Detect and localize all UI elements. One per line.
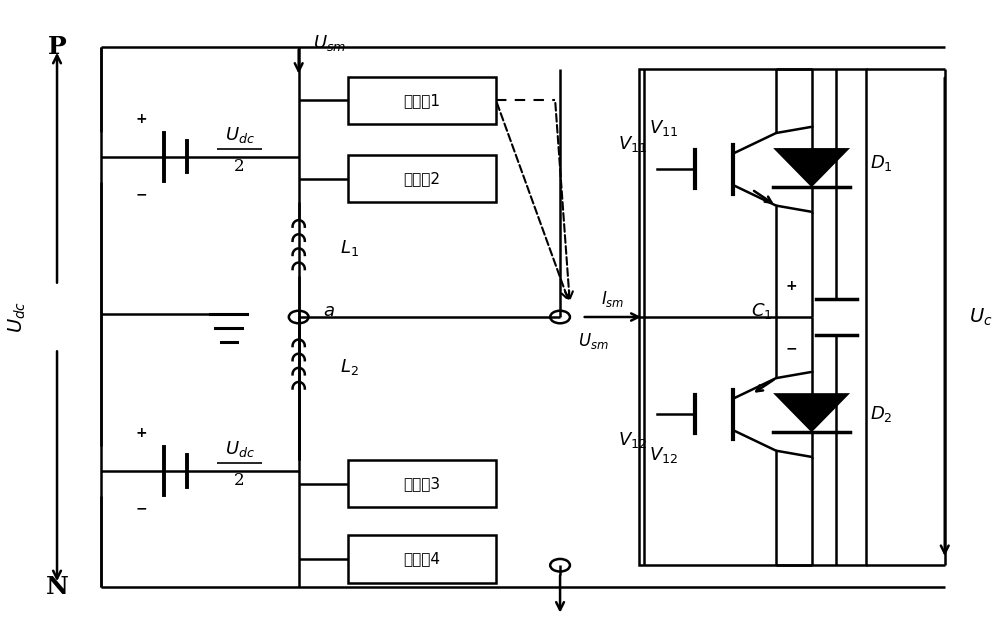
Text: −: − xyxy=(785,342,797,356)
Text: −: − xyxy=(135,501,147,515)
Text: $D_2$: $D_2$ xyxy=(870,404,892,424)
Text: $V_{11}$: $V_{11}$ xyxy=(618,134,647,154)
Text: $U_{dc}$: $U_{dc}$ xyxy=(225,125,254,145)
Text: $L_2$: $L_2$ xyxy=(340,358,359,377)
Bar xyxy=(348,155,496,202)
Text: $U_{dc}$: $U_{dc}$ xyxy=(7,301,28,333)
Bar xyxy=(639,68,866,566)
Text: $C_1$: $C_1$ xyxy=(751,301,772,321)
Text: $V_{11}$: $V_{11}$ xyxy=(649,119,678,138)
Text: $U_c$: $U_c$ xyxy=(969,306,993,328)
Text: 子模块3: 子模块3 xyxy=(403,476,441,491)
Text: $I_{sm}$: $I_{sm}$ xyxy=(601,289,625,309)
Text: 子模块4: 子模块4 xyxy=(403,552,440,566)
Text: $U_{sm}$: $U_{sm}$ xyxy=(313,33,347,53)
Text: $V_{12}$: $V_{12}$ xyxy=(649,445,678,465)
Text: N: N xyxy=(46,575,68,599)
Text: +: + xyxy=(135,112,147,126)
Text: 2: 2 xyxy=(234,158,245,175)
Bar xyxy=(348,460,496,507)
Bar xyxy=(348,77,496,124)
Text: $U_{sm}$: $U_{sm}$ xyxy=(578,331,609,351)
Text: $U_{dc}$: $U_{dc}$ xyxy=(225,439,254,459)
Polygon shape xyxy=(773,148,850,187)
Text: −: − xyxy=(135,188,147,202)
Text: 子模块1: 子模块1 xyxy=(403,93,440,108)
Text: 2: 2 xyxy=(234,472,245,489)
Text: $L_1$: $L_1$ xyxy=(340,238,359,258)
Text: $V_{12}$: $V_{12}$ xyxy=(618,430,647,450)
Text: $a$: $a$ xyxy=(323,302,335,320)
Text: P: P xyxy=(48,35,66,59)
Polygon shape xyxy=(773,393,850,432)
Text: 子模块2: 子模块2 xyxy=(403,171,440,186)
Text: $D_1$: $D_1$ xyxy=(870,153,893,173)
Text: +: + xyxy=(785,278,797,292)
Bar xyxy=(348,535,496,583)
Text: +: + xyxy=(135,426,147,440)
